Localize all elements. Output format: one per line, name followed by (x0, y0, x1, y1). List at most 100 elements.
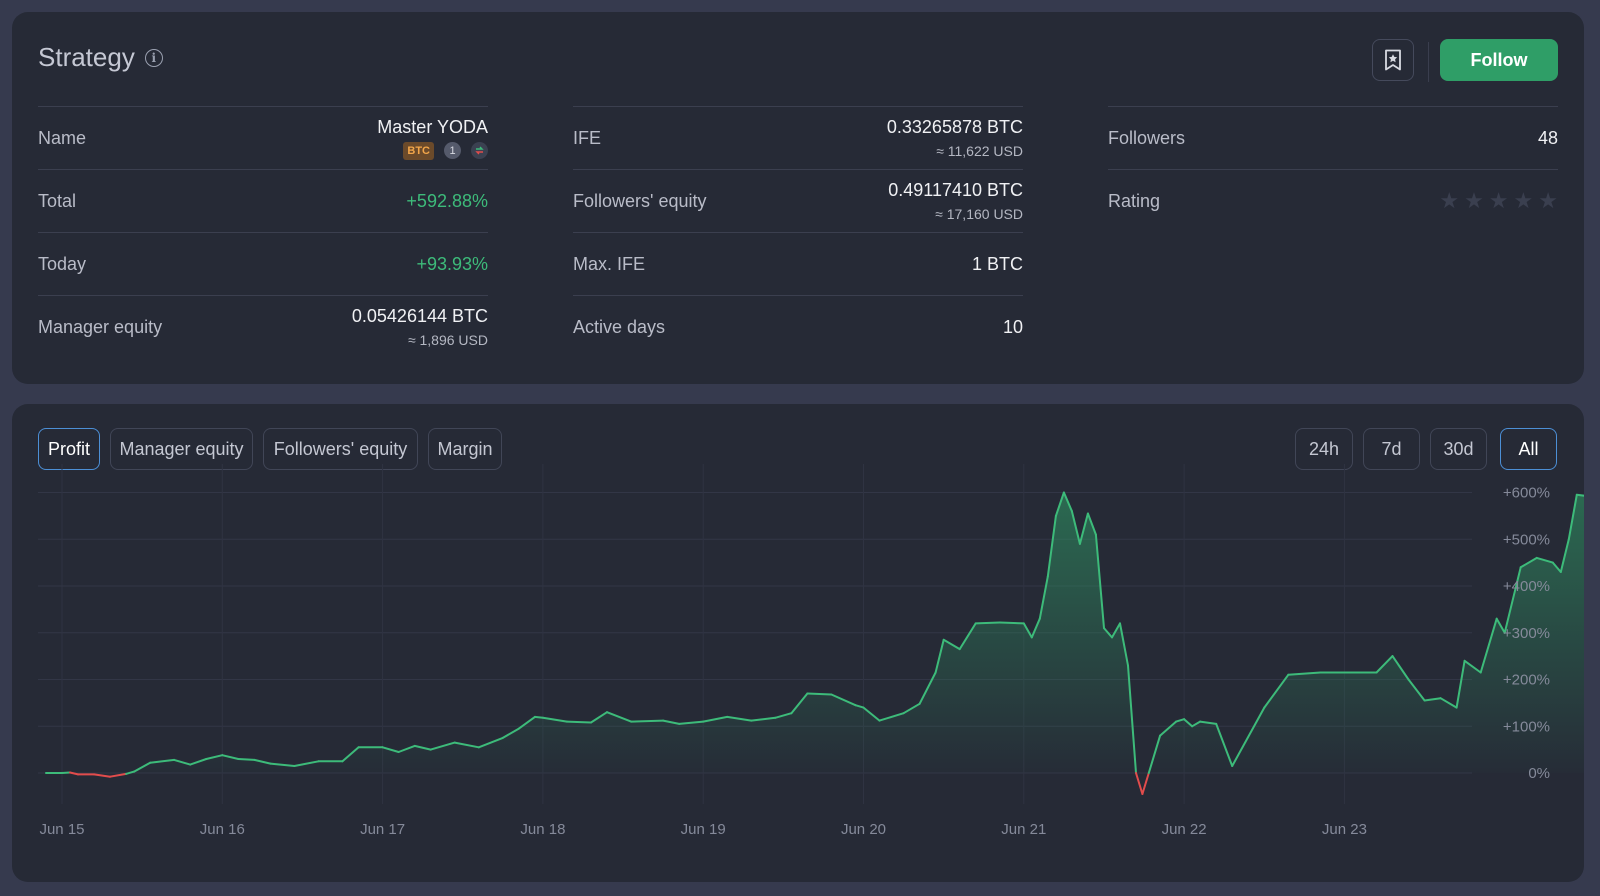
profit-line-segment (1183, 718, 1194, 728)
range-24h[interactable]: 24h (1295, 428, 1353, 470)
tab-manager-equity[interactable]: Manager equity (110, 428, 253, 470)
profit-line-segment (1038, 575, 1049, 620)
profit-line-segment (1287, 671, 1322, 676)
ife-label: IFE (573, 127, 602, 148)
profit-line-segment (1022, 622, 1033, 639)
profit-line-segment (1575, 493, 1584, 497)
profit-line-segment (974, 621, 1001, 625)
profit-line-segment (269, 762, 296, 767)
profit-line-segment (253, 758, 272, 765)
x-tick-label: Jun 16 (200, 821, 245, 838)
range-all[interactable]: All (1500, 428, 1557, 470)
profit-line-segment (790, 692, 809, 715)
profit-line-segment (453, 741, 480, 749)
profit-line-segment (1070, 510, 1081, 545)
tab-profit[interactable]: Profit (38, 428, 100, 470)
manager-equity-label: Manager equity (38, 316, 163, 337)
range-7d[interactable]: 7d (1363, 428, 1420, 470)
x-tick-label: Jun 22 (1162, 821, 1207, 838)
rating-label: Rating (1108, 190, 1161, 211)
profit-line-segment (1391, 655, 1410, 681)
today-label: Today (38, 253, 87, 274)
profit-line-segment (237, 758, 256, 761)
profit-line-segment (1046, 514, 1057, 578)
row-name: Name Master YODA BTC 1 (38, 106, 488, 169)
followers-equity-label: Followers' equity (573, 190, 707, 211)
profit-line-segment (606, 711, 633, 723)
ife-value: 0.33265878 BTC (886, 117, 1023, 137)
profit-line-segment (533, 715, 544, 719)
profit-line-segment (1030, 617, 1041, 639)
star-icon: ★ (1538, 188, 1558, 213)
profit-line-segment (221, 754, 240, 760)
strategy-name[interactable]: Master YODA (377, 116, 488, 137)
profit-line-segment (1062, 491, 1073, 513)
profit-line-segment (1141, 772, 1150, 795)
currency-badge: BTC (403, 141, 434, 160)
y-tick-label: 0% (1528, 765, 1550, 782)
profit-line-segment (1439, 697, 1458, 709)
x-tick-label: Jun 20 (841, 821, 886, 838)
y-tick-label: +200% (1503, 672, 1550, 689)
profit-line-segment (1078, 512, 1089, 545)
profit-line-segment (1559, 538, 1570, 573)
active-days-value: 10 (1002, 316, 1023, 337)
profit-line-segment (1191, 720, 1202, 728)
strategy-column-2: IFE 0.33265878 BTC ≈ 11,622 USD Follower… (573, 106, 1023, 358)
bookmark-button[interactable] (1372, 39, 1414, 81)
profit-line-segment (205, 754, 224, 760)
profit-line-segment (93, 773, 112, 778)
profit-line-segment (341, 746, 360, 763)
tab-margin[interactable]: Margin (428, 428, 502, 470)
max-ife-value: 1 BTC (971, 253, 1023, 274)
info-icon[interactable]: i (144, 48, 163, 67)
profit-line-segment (397, 744, 416, 753)
profit-line-segment (1519, 556, 1538, 569)
x-tick-label: Jun 23 (1322, 821, 1367, 838)
range-30d[interactable]: 30d (1430, 428, 1487, 470)
profit-line-segment (1503, 566, 1522, 634)
profit-line-segment (477, 736, 504, 749)
profit-line-segment (69, 771, 79, 776)
today-value: +93.93% (416, 253, 488, 274)
profit-line-segment (133, 761, 152, 773)
profit-line-segment (1463, 659, 1482, 674)
y-tick-label: +500% (1503, 531, 1550, 548)
profit-line-segment (109, 772, 128, 778)
profit-line-segment (565, 720, 592, 724)
profit-line-segment (1111, 622, 1121, 639)
profit-line-segment (1127, 664, 1137, 774)
star-icon: ★ (1513, 188, 1534, 213)
profit-line-segment (1054, 491, 1065, 517)
profit-line-segment (541, 716, 568, 723)
profit-line-segment (189, 758, 208, 766)
strategy-badges: BTC 1 (377, 141, 488, 160)
profit-line-segment (149, 758, 176, 764)
row-active-days: Active days 10 (573, 295, 1023, 358)
strategy-header: Strategy i (38, 42, 163, 73)
row-ife: IFE 0.33265878 BTC ≈ 11,622 USD (573, 106, 1023, 169)
count-badge: 1 (444, 142, 461, 159)
rating-stars: ★ ★ ★ ★ ★ (1439, 188, 1558, 214)
follow-button[interactable]: Follow (1440, 39, 1558, 81)
profit-line-segment (1119, 622, 1129, 667)
total-value: +592.88% (406, 190, 488, 211)
profit-line-segment (1147, 734, 1162, 774)
row-followers-equity: Followers' equity 0.49117410 BTC ≈ 17,16… (573, 169, 1023, 232)
active-days-label: Active days (573, 316, 666, 337)
profit-line-segment (1551, 561, 1562, 573)
profit-line-segment (726, 715, 753, 722)
profit-line-segment (958, 622, 977, 651)
followers-value: 48 (1537, 127, 1558, 148)
row-max-ife: Max. IFE 1 BTC (573, 232, 1023, 295)
strategy-column-3: Followers 48 Rating ★ ★ ★ ★ ★ (1108, 106, 1558, 232)
profit-line-segment (1455, 659, 1466, 709)
profit-line-segment (1375, 655, 1394, 674)
profit-chart[interactable]: 0% +100% +200% +300% +400% +500% +600% Jun 15 Ju… (12, 404, 1584, 882)
profit-line-segment (125, 770, 136, 775)
profit-line-segment (878, 712, 905, 722)
followers-label: Followers (1108, 127, 1186, 148)
profit-line-segment (1159, 720, 1178, 737)
profit-line-segment (934, 638, 945, 674)
tab-followers-equity[interactable]: Followers' equity (263, 428, 418, 470)
